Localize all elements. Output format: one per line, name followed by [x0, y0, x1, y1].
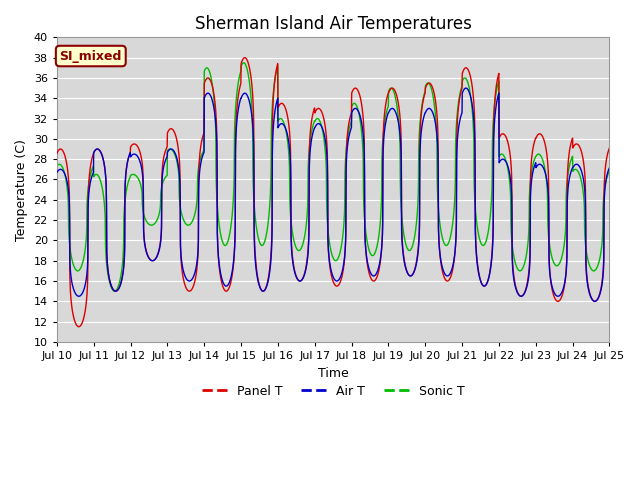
Legend: Panel T, Air T, Sonic T: Panel T, Air T, Sonic T — [196, 380, 470, 403]
Title: Sherman Island Air Temperatures: Sherman Island Air Temperatures — [195, 15, 472, 33]
X-axis label: Time: Time — [318, 367, 349, 380]
Y-axis label: Temperature (C): Temperature (C) — [15, 139, 28, 240]
Text: SI_mixed: SI_mixed — [60, 49, 122, 62]
